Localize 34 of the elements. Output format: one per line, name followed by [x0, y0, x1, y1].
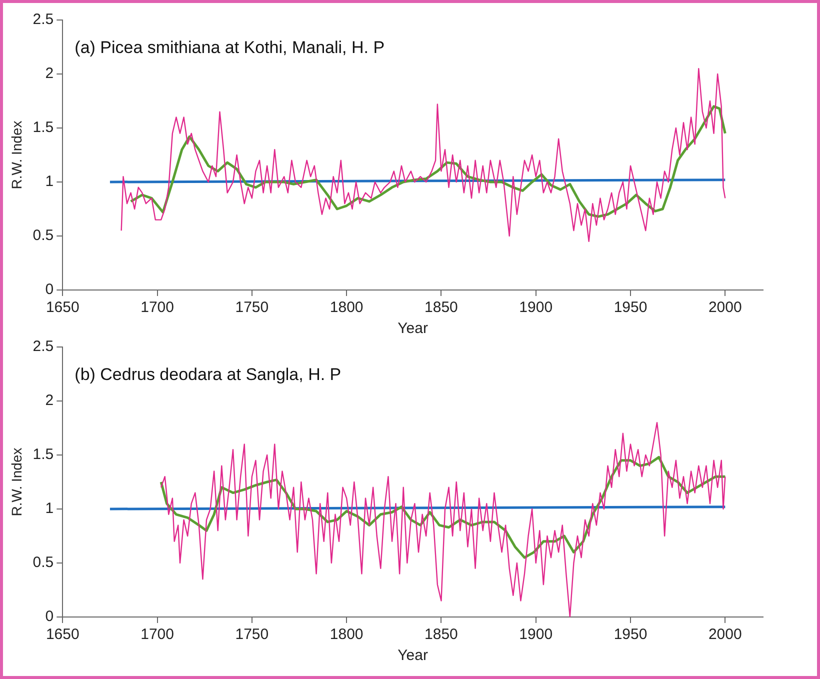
- x-tick-label: 1850: [424, 299, 458, 316]
- text: (a) Picea smithiana at Kothi, Manali, H. P: [74, 38, 385, 58]
- y-tick-label: 0.5: [32, 227, 54, 244]
- x-tick-label: 1800: [330, 299, 364, 316]
- y-tick-label: 1.5: [32, 446, 54, 464]
- x-tick-label: 1950: [614, 626, 648, 644]
- x-tick-label: 1950: [614, 299, 648, 316]
- x-tick-label: 1650: [46, 299, 80, 316]
- x-tick-label: 2000: [708, 299, 742, 316]
- y-tick-label: 0: [45, 608, 54, 626]
- x-tick-label: 1750: [235, 299, 269, 316]
- y-tick-label: 2: [45, 392, 54, 410]
- x-tick-label: 1900: [519, 299, 553, 316]
- x-tick-label: 1900: [519, 626, 553, 644]
- x-axis-title: Year: [398, 320, 428, 338]
- y-tick-label: 2: [45, 65, 54, 82]
- y-tick-label: 0: [45, 281, 54, 298]
- x-tick-label: 1700: [140, 299, 174, 316]
- y-tick-label: 1: [45, 500, 54, 518]
- x-tick-label: 1800: [330, 626, 364, 644]
- y-axis-title: R.W. Index: [8, 448, 24, 516]
- x-tick-label: 1750: [235, 626, 269, 644]
- x-tick-label: 1650: [46, 626, 80, 644]
- x-tick-label: 1700: [140, 626, 174, 644]
- x-tick-label: 1850: [424, 626, 458, 644]
- y-tick-label: 2.5: [32, 338, 54, 356]
- y-tick-label: 2.5: [32, 11, 54, 28]
- text: (b) Cedrus deodara at Sangla, H. P: [74, 365, 342, 384]
- y-tick-label: 1: [45, 173, 54, 190]
- y-tick-label: 0.5: [32, 554, 54, 572]
- x-tick-label: 2000: [708, 626, 742, 644]
- y-tick-label: 1.5: [32, 119, 54, 136]
- y-axis-title: R.W. Index: [8, 120, 24, 190]
- x-axis-title: Year: [398, 647, 428, 664]
